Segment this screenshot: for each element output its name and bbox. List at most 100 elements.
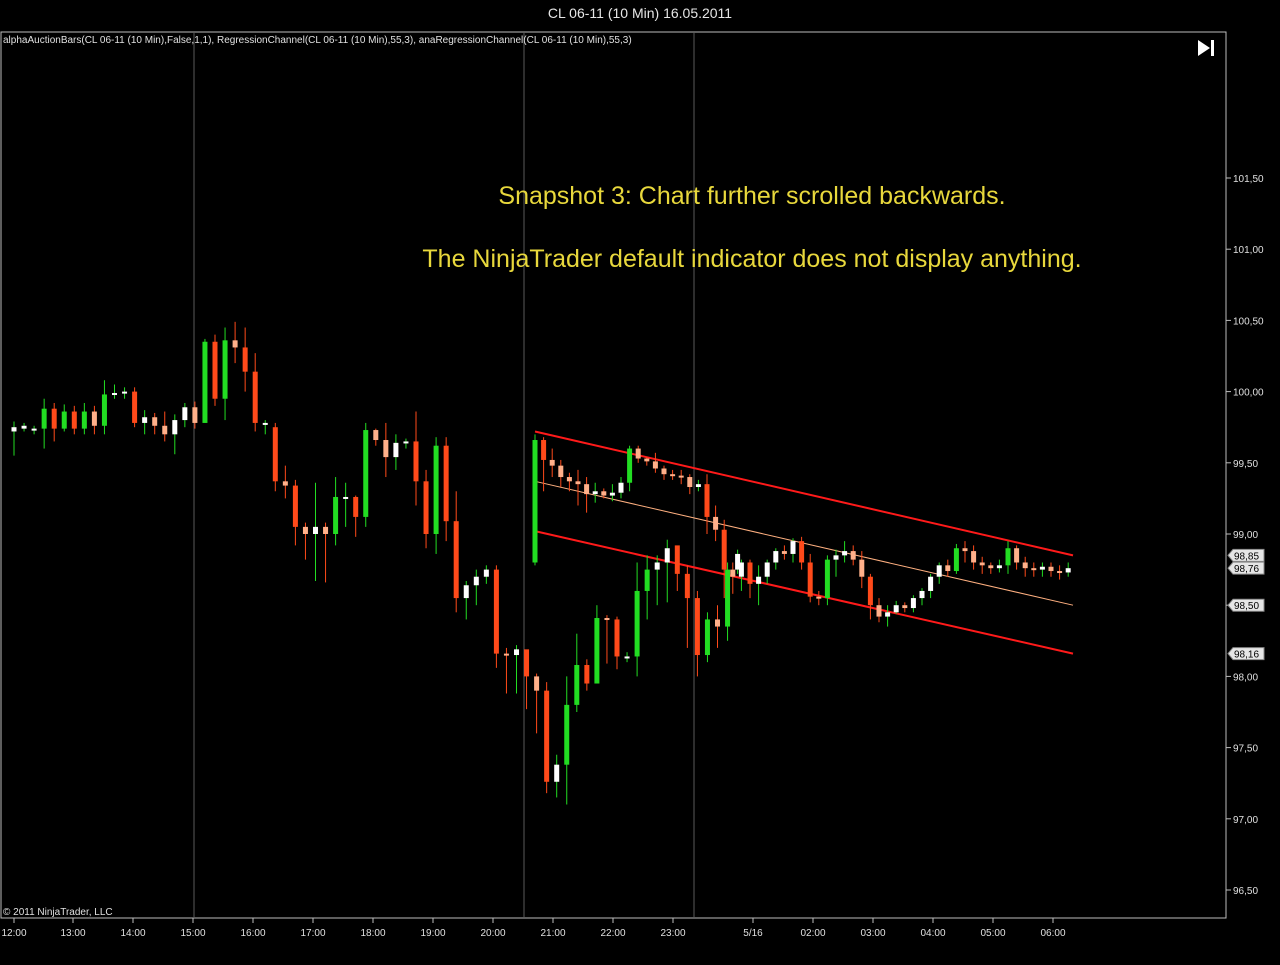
- x-tick-label: 21:00: [540, 928, 565, 939]
- candle-body: [353, 496, 359, 517]
- candle-body: [971, 551, 977, 563]
- candle-body: [687, 477, 693, 488]
- candle-body: [694, 598, 700, 656]
- candle-body: [363, 430, 369, 517]
- candle-body: [1065, 568, 1071, 573]
- price-badge: [1227, 548, 1265, 562]
- candle-body: [31, 428, 37, 431]
- y-tick-label: 98,00: [1233, 672, 1258, 683]
- candle-body: [373, 430, 379, 441]
- candle-body: [323, 526, 329, 534]
- candle-body: [773, 551, 779, 563]
- candle-body: [910, 598, 916, 609]
- candle-body: [514, 649, 519, 656]
- candle-body: [928, 576, 934, 591]
- candle-body: [112, 393, 117, 396]
- x-tick-label: 20:00: [480, 928, 505, 939]
- candle-body: [81, 411, 87, 429]
- candle-body: [790, 541, 796, 554]
- candle-body: [524, 649, 530, 677]
- x-tick-label: 19:00: [420, 928, 445, 939]
- candle-body: [232, 340, 238, 348]
- channel-upper-line: [534, 430, 1074, 557]
- candle-body: [684, 573, 690, 599]
- candle-body: [627, 448, 633, 483]
- candle-body: [423, 481, 429, 534]
- x-tick-label: 06:00: [1040, 928, 1065, 939]
- candle-body: [302, 526, 308, 534]
- candle-body: [393, 442, 399, 458]
- candle-body: [1048, 566, 1054, 572]
- candle-body: [842, 551, 848, 556]
- candle-body: [192, 407, 198, 423]
- candle-body: [433, 445, 439, 534]
- x-tick-label: 16:00: [240, 928, 265, 939]
- y-tick-label: 99,50: [1233, 459, 1258, 470]
- candle-body: [1057, 571, 1063, 574]
- y-tick-label: 101,00: [1233, 245, 1264, 256]
- indicator-label: alphaAuctionBars(CL 06-11 (10 Min),False…: [3, 35, 632, 46]
- candle-body: [443, 445, 449, 522]
- candle-body: [644, 569, 650, 591]
- x-tick-label: 04:00: [920, 928, 945, 939]
- candle-body: [919, 590, 925, 599]
- candle-body: [936, 565, 942, 577]
- candle-body: [902, 605, 908, 609]
- candle-body: [549, 459, 555, 466]
- candle-body: [564, 704, 570, 765]
- annotation-line-1: Snapshot 3: Chart further scrolled backw…: [498, 182, 1005, 210]
- candle-body: [721, 529, 727, 570]
- candle-body: [893, 605, 899, 613]
- candle-body: [781, 551, 787, 554]
- x-tick-label: 12:00: [1, 928, 26, 939]
- candle-body: [735, 553, 741, 570]
- candle-body: [614, 619, 620, 657]
- candle-body: [799, 541, 805, 563]
- x-tick-label: 13:00: [60, 928, 85, 939]
- y-tick-label: 100,50: [1233, 316, 1264, 327]
- candle-body: [654, 562, 660, 570]
- candle-body: [704, 484, 710, 517]
- candle-body: [333, 496, 339, 534]
- candle-body: [725, 569, 731, 627]
- price-badge-label: 98,85: [1234, 551, 1259, 562]
- candle-body: [738, 562, 744, 577]
- candle-body: [824, 559, 830, 599]
- channel-lower-line: [534, 530, 1074, 655]
- y-tick-label: 100,00: [1233, 388, 1264, 399]
- candle-body: [534, 676, 540, 691]
- candle-body: [413, 441, 419, 482]
- candle-body: [1005, 548, 1011, 566]
- price-badge: [1227, 561, 1265, 575]
- candle-body: [21, 425, 27, 429]
- price-badge: [1227, 598, 1265, 612]
- candle-body: [162, 425, 168, 435]
- candle-body: [730, 569, 736, 577]
- candle-body: [885, 612, 891, 617]
- candle-body: [252, 371, 258, 423]
- x-axis: 12:00 13:00 14:00 15:00 16:00 17:00 18:00 19:00…: [1, 918, 1066, 939]
- candle-body: [704, 619, 710, 656]
- candle-body: [609, 492, 615, 496]
- candle-body: [101, 394, 107, 426]
- candle-body: [558, 465, 564, 478]
- x-tick-label: 05:00: [980, 928, 1005, 939]
- y-tick-label: 97,00: [1233, 815, 1258, 826]
- x-tick-label: 23:00: [660, 928, 685, 939]
- candle-body: [575, 481, 581, 485]
- candle-body: [122, 391, 128, 394]
- candle-body: [11, 427, 17, 432]
- scroll-to-end-icon[interactable]: [1198, 40, 1214, 56]
- candle-body: [71, 411, 77, 429]
- candle-body: [634, 590, 640, 657]
- candle-body: [1014, 548, 1020, 563]
- x-tick-label: 17:00: [300, 928, 325, 939]
- candle-body: [132, 391, 138, 423]
- candle-body: [584, 665, 590, 684]
- x-tick-label: 14:00: [120, 928, 145, 939]
- candle-body: [670, 474, 676, 477]
- candle-body: [652, 461, 658, 469]
- candle-body: [604, 618, 610, 621]
- candle-body: [493, 569, 499, 654]
